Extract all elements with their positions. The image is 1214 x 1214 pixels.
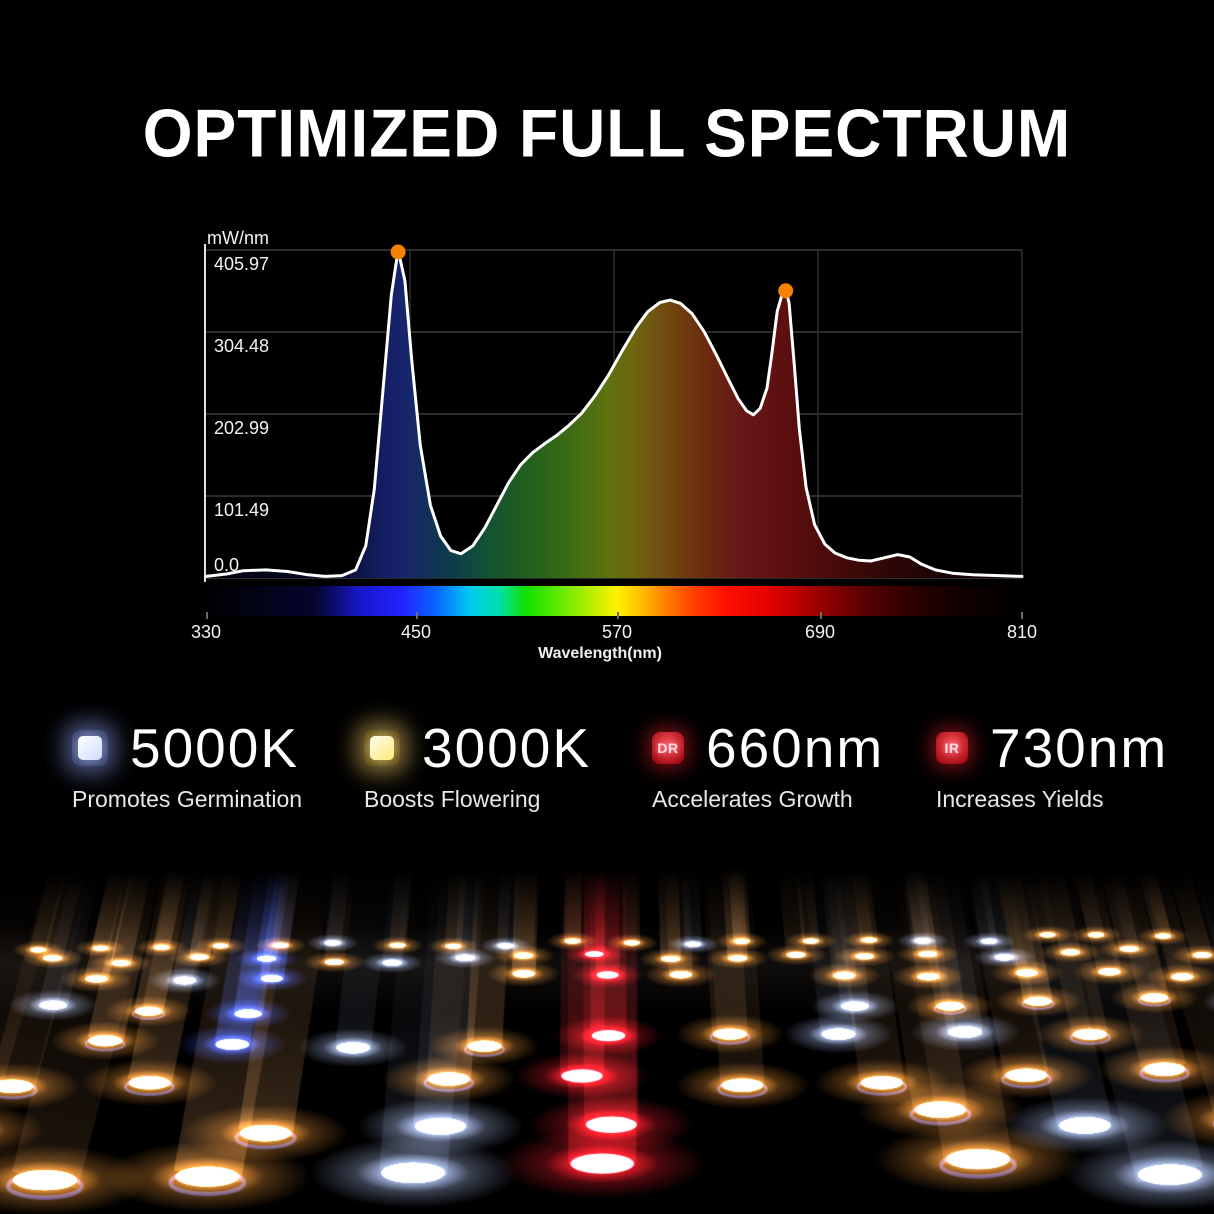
x-tick-label: 450 (400, 622, 432, 642)
y-axis-unit-label: mW/nm (207, 228, 269, 248)
legend-item-730nm: IR 730nm Increases Yields (936, 717, 1169, 813)
x-tick-label: 330 (190, 622, 222, 642)
peak-marker (390, 244, 406, 260)
x-tick-label: 810 (1006, 622, 1038, 642)
y-tick-label: 304.48 (214, 336, 270, 356)
legend-label: 3000K (422, 717, 592, 779)
spectrum-area-fill (206, 250, 1022, 578)
y-tick-label: 101.49 (214, 500, 270, 520)
x-tick-label: 690 (804, 622, 836, 642)
legend-label: 660nm (706, 717, 885, 779)
legend-description: Accelerates Growth (652, 786, 853, 812)
legend-description: Increases Yields (936, 786, 1104, 812)
spectrum-curve (204, 248, 1024, 578)
y-tick-label: 0.0 (214, 555, 240, 575)
y-tick-label: 405.97 (214, 254, 270, 274)
legend-item-660nm: DR 660nm Accelerates Growth (652, 717, 885, 813)
led-chip-3000k-icon (364, 730, 400, 766)
led-chip-660nm-icon: DR (652, 732, 684, 764)
x-tick-mark (617, 612, 619, 619)
legend-item-5000k: 5000K Promotes Germination (72, 717, 303, 813)
led-board-photo (0, 854, 1214, 1214)
x-tick-mark (1021, 612, 1023, 619)
led-chip-730nm-icon: IR (936, 732, 968, 764)
legend-label: 5000K (130, 717, 300, 779)
x-tick-mark (820, 612, 822, 619)
y-tick-label: 202.99 (214, 418, 270, 438)
legend-label: 730nm (990, 717, 1169, 779)
x-axis-label: Wavelength(nm) (538, 645, 662, 662)
x-tick-label: 570 (601, 622, 633, 642)
led-chip-5000k-icon (72, 730, 108, 766)
peak-marker (778, 283, 794, 299)
spectrum-color-bar (206, 586, 1022, 616)
legend-description: Boosts Flowering (364, 786, 541, 812)
x-tick-mark (416, 612, 418, 619)
x-tick-mark (206, 612, 208, 619)
legend-description: Promotes Germination (72, 786, 303, 812)
page-title: OPTIMIZED FULL SPECTRUM (142, 95, 1072, 172)
legend-item-3000k: 3000K Boosts Flowering (364, 717, 592, 813)
